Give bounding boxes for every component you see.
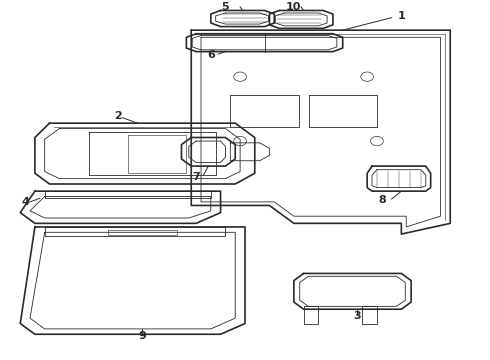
Text: 7: 7 [192,172,200,182]
Text: 4: 4 [21,197,29,207]
Text: 1: 1 [397,11,405,21]
Text: 5: 5 [221,2,229,12]
Text: 3: 3 [354,311,361,321]
Text: 2: 2 [114,111,122,121]
Text: 10: 10 [286,2,301,12]
Text: 9: 9 [139,331,147,341]
Text: 8: 8 [378,195,386,205]
Text: 6: 6 [207,50,215,60]
